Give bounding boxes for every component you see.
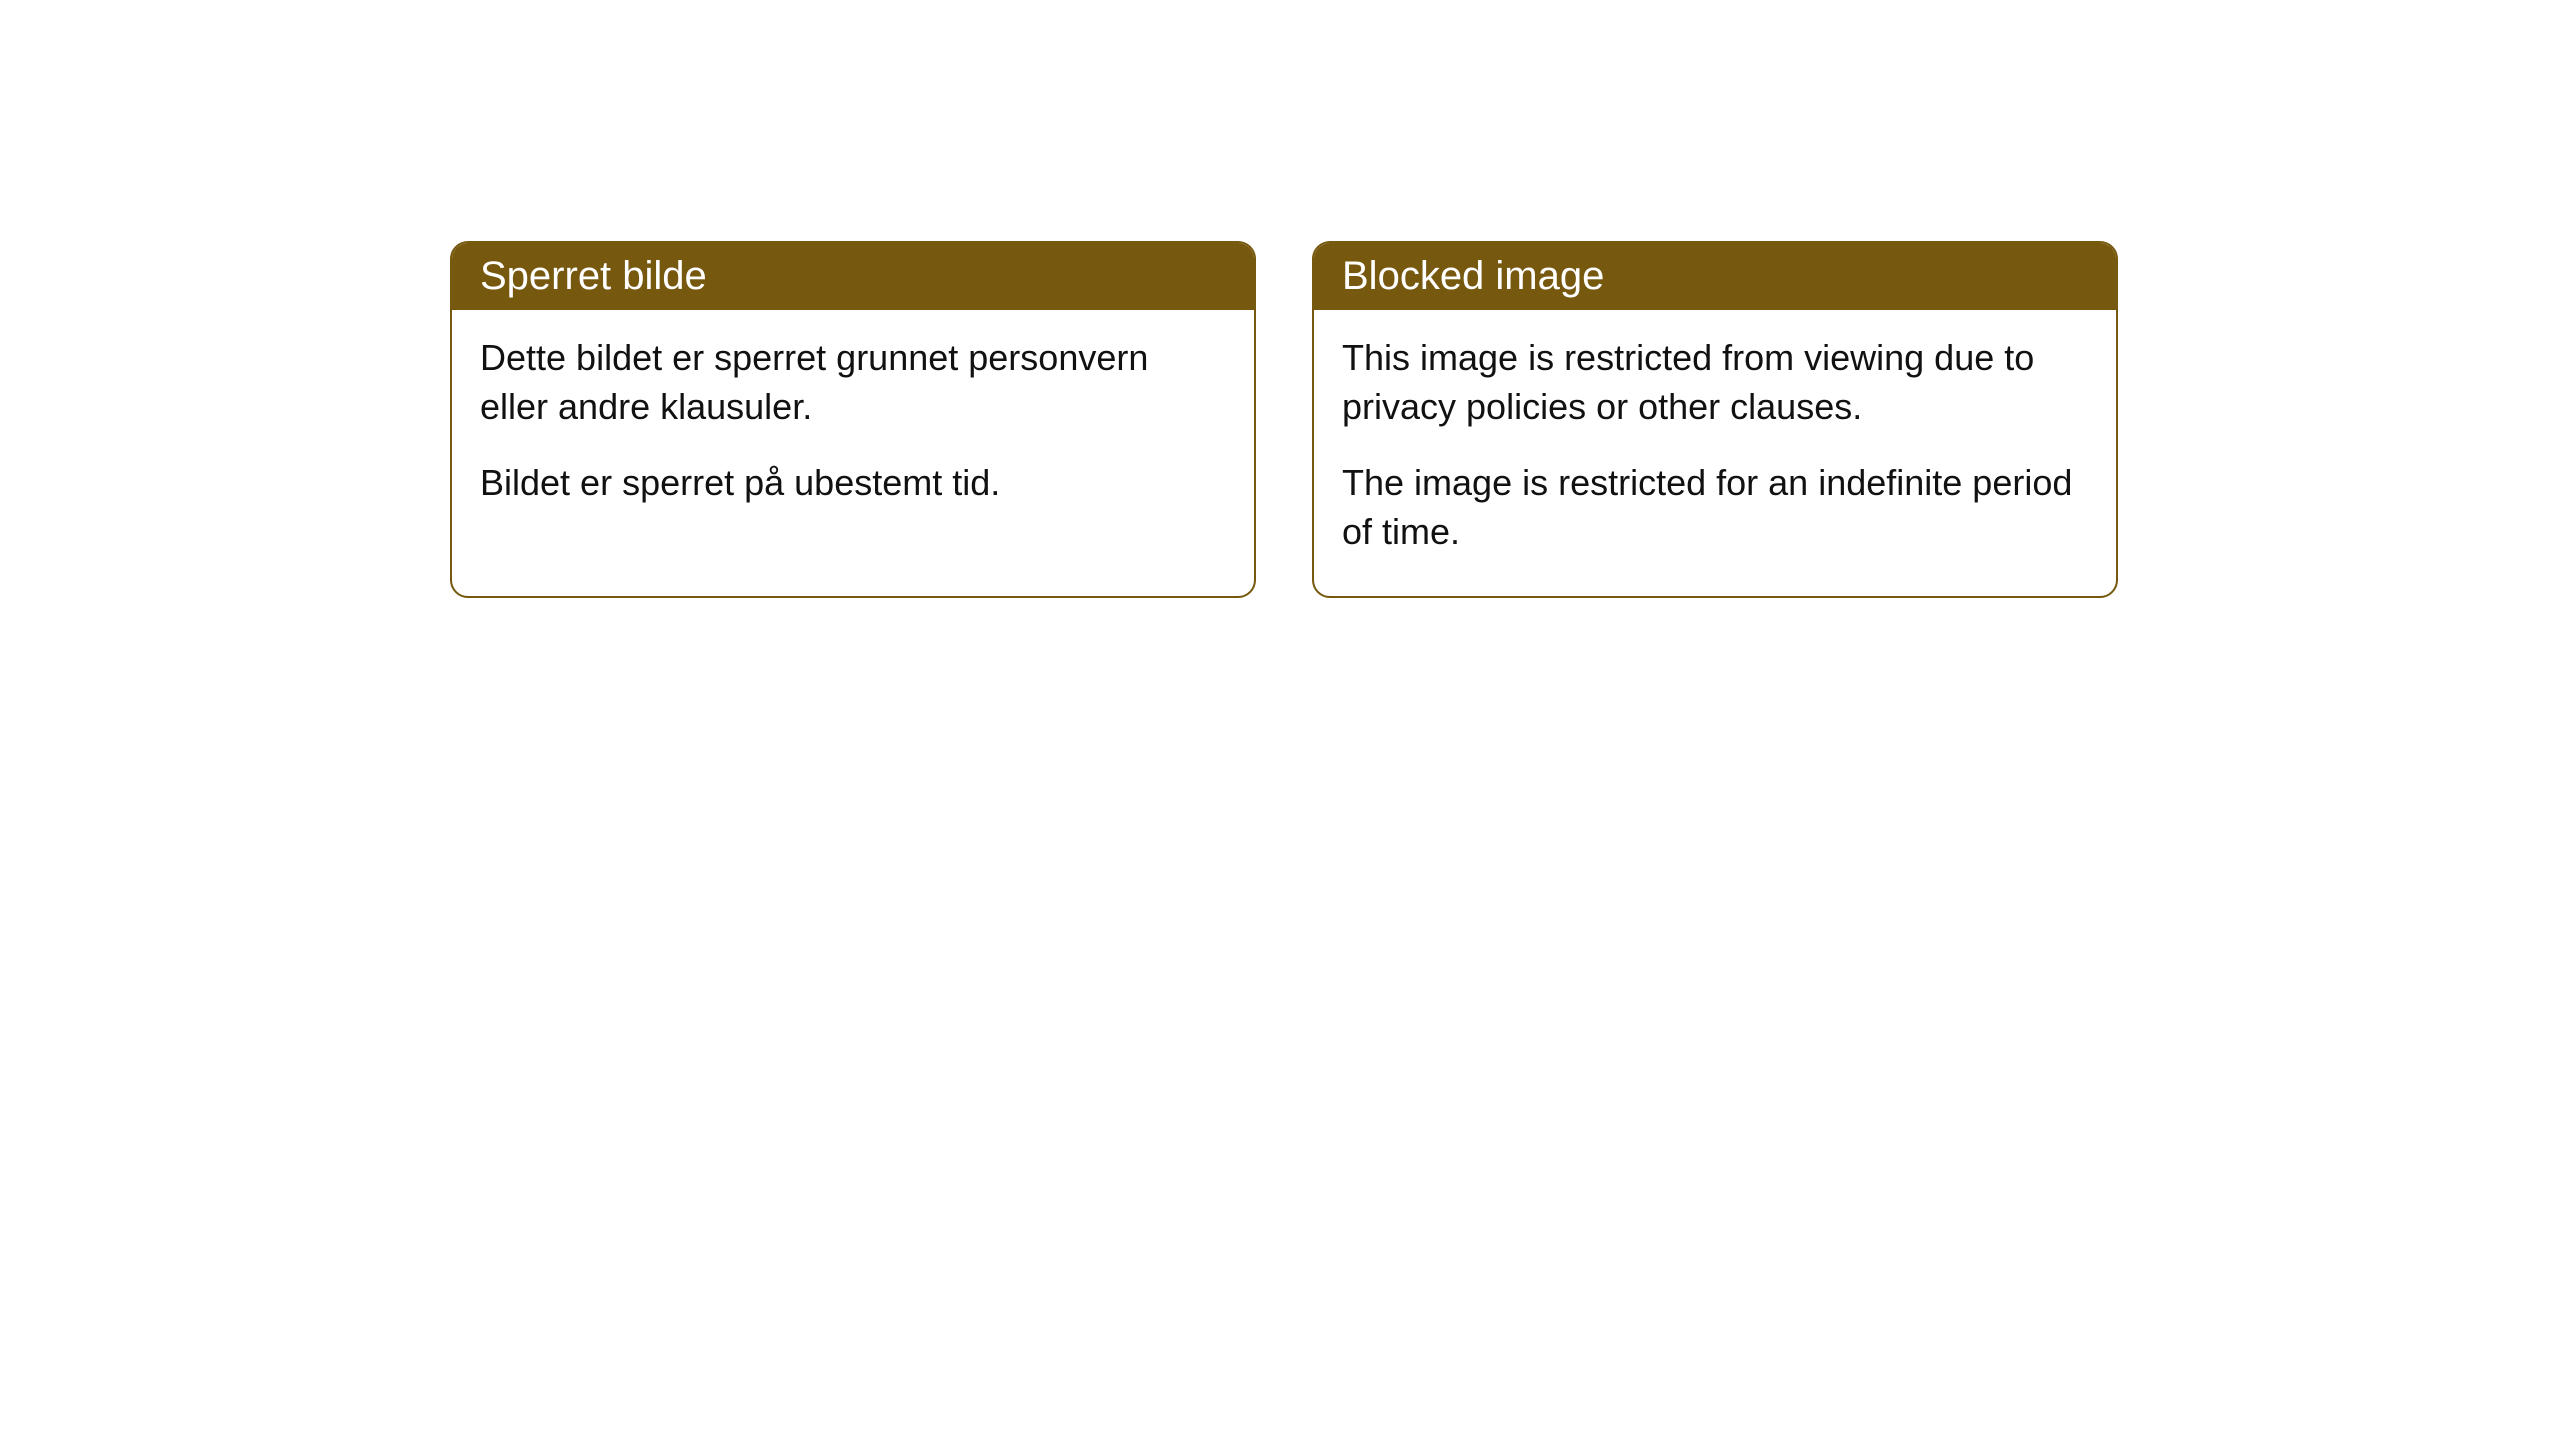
card-body: This image is restricted from viewing du… [1314, 310, 2116, 596]
card-title: Sperret bilde [480, 254, 707, 298]
notice-cards-container: Sperret bilde Dette bildet er sperret gr… [450, 241, 2118, 598]
card-title: Blocked image [1342, 254, 1604, 298]
card-paragraph: This image is restricted from viewing du… [1342, 334, 2088, 431]
notice-card-english: Blocked image This image is restricted f… [1312, 241, 2118, 598]
card-paragraph: Bildet er sperret på ubestemt tid. [480, 459, 1226, 508]
card-header: Blocked image [1314, 243, 2116, 310]
card-header: Sperret bilde [452, 243, 1254, 310]
card-paragraph: The image is restricted for an indefinit… [1342, 459, 2088, 556]
card-body: Dette bildet er sperret grunnet personve… [452, 310, 1254, 548]
notice-card-norwegian: Sperret bilde Dette bildet er sperret gr… [450, 241, 1256, 598]
card-paragraph: Dette bildet er sperret grunnet personve… [480, 334, 1226, 431]
